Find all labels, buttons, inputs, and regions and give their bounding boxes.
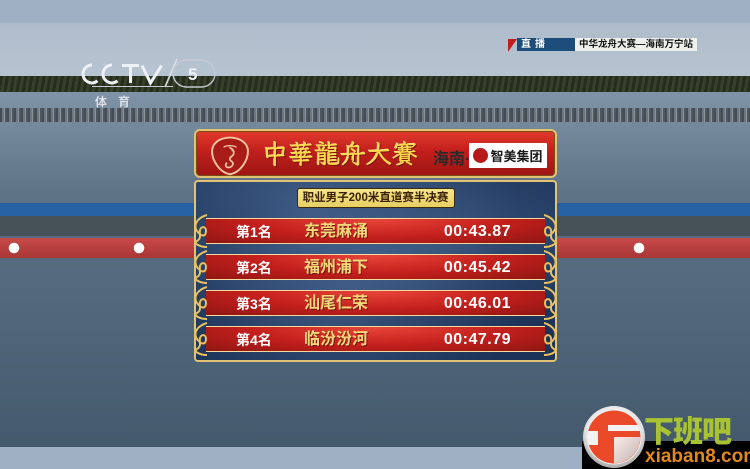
svg-text:5: 5 (188, 65, 197, 84)
